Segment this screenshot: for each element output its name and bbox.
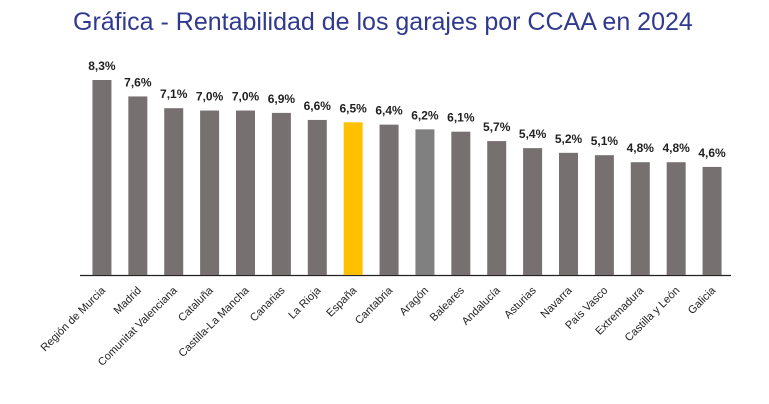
value-label: 8,3%	[88, 59, 116, 73]
bar	[200, 110, 220, 275]
bar	[487, 141, 507, 275]
bar	[666, 162, 686, 275]
value-label: 7,6%	[124, 75, 152, 89]
bar	[630, 162, 650, 275]
x-tick-label: Aragón	[397, 285, 431, 319]
value-label: 6,5%	[339, 101, 367, 115]
bar	[164, 108, 184, 275]
bar	[92, 80, 112, 275]
x-tick-label: Región de Murcia	[39, 284, 109, 354]
bar	[702, 166, 722, 275]
value-label: 4,8%	[662, 141, 690, 155]
bar	[128, 96, 148, 275]
bar	[451, 131, 471, 275]
x-tick-label: Asturias	[502, 284, 539, 321]
x-tick-label: España	[324, 284, 359, 319]
value-label: 4,8%	[627, 141, 655, 155]
bar	[559, 152, 578, 275]
value-label: 6,4%	[375, 104, 403, 118]
x-tick-label: Galicia	[686, 284, 719, 317]
value-label: 7,0%	[196, 90, 224, 104]
x-tick-label: Canarias	[248, 284, 288, 324]
bar	[307, 119, 327, 275]
bar	[343, 122, 363, 275]
x-tick-label: Madrid	[112, 285, 144, 317]
x-tick-label: La Rioja	[286, 284, 324, 322]
value-label: 7,0%	[232, 90, 260, 104]
value-label: 6,1%	[447, 111, 475, 125]
value-label: 5,7%	[483, 120, 511, 134]
x-tick-label: Navarra	[538, 284, 575, 321]
bar	[236, 110, 255, 275]
value-label: 6,2%	[411, 108, 439, 122]
value-label: 4,6%	[698, 146, 726, 160]
bar	[523, 148, 543, 275]
bar	[379, 124, 399, 276]
value-label: 7,1%	[160, 87, 188, 101]
chart-title: Gráfica - Rentabilidad de los garajes po…	[73, 8, 693, 36]
value-label: 5,1%	[591, 134, 619, 148]
value-label: 5,2%	[555, 132, 583, 146]
value-label: 5,4%	[519, 127, 547, 141]
x-tick-label: Castilla-La Mancha	[177, 284, 253, 360]
bar	[415, 129, 435, 275]
bar	[271, 112, 291, 275]
bar	[594, 155, 614, 275]
value-label: 6,6%	[304, 99, 332, 113]
value-label: 6,9%	[268, 92, 296, 106]
x-tick-label: Cantabria	[353, 284, 396, 327]
x-tick-label: Andalucía	[460, 284, 504, 328]
